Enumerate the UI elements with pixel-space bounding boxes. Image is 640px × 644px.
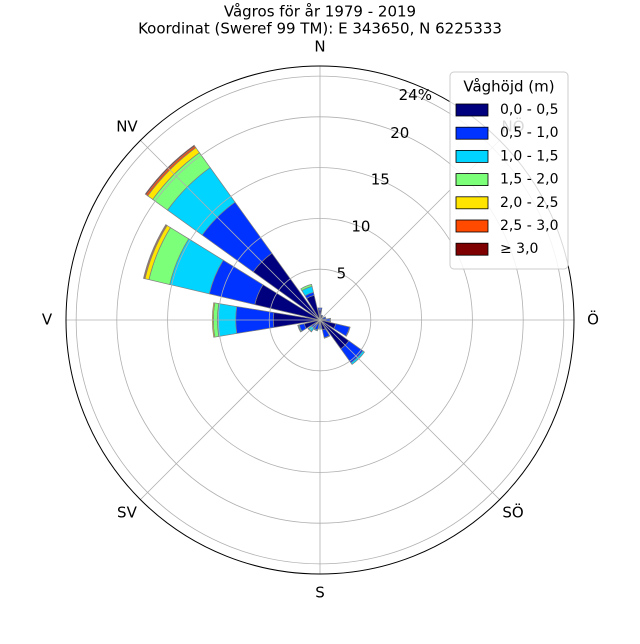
bar-segment-VNV-6 [143,224,167,279]
grid-spoke-5 [140,319,321,500]
bar-segment-NNV-3 [300,283,313,292]
direction-label-6: V [42,311,53,329]
bar-segment-NV-6 [144,144,196,196]
legend-label-3: 1,5 - 2,0 [500,172,558,188]
bar-segment-V-4 [212,302,216,338]
legend: Våghöjd (m) 0,0 - 0,5 0,5 - 1,0 1,0 - 1,5 1,… [449,71,569,270]
legend-swatch-3 [455,173,489,187]
legend-label-0: 0,0 - 0,5 [500,102,558,118]
radial-tick-0: 5 [337,265,347,283]
chart-title-line2: Koordinat (Sweref 99 TM): E 343650, N 62… [138,20,502,38]
direction-label-7: NV [116,117,138,135]
radial-tick-3: 20 [390,124,409,142]
polar-grid [65,65,575,575]
legend-swatch-0 [455,103,489,117]
radial-tick-4: 24% [399,86,432,104]
legend-label-4: 2,0 - 2,5 [500,195,558,211]
radial-tick-labels: 5 10 15 20 24% [337,86,432,282]
grid-spoke-7 [140,140,321,321]
legend-label-6: ≥ 3,0 [500,241,538,257]
direction-label-5: SV [117,504,138,522]
outer-ring [65,65,575,575]
legend-title: Våghöjd (m) [463,78,554,96]
legend-label-2: 1,0 - 1,5 [500,148,558,164]
legend-swatch-6 [455,242,489,256]
radial-tick-1: 10 [351,218,370,236]
bar-segment-ÖSÖ-2 [345,326,351,337]
bar-segment-VSV-3 [297,324,302,333]
legend-swatch-4 [455,196,489,210]
legend-swatch-2 [455,149,489,163]
grid-spoke-3 [319,319,500,500]
legend-label-1: 0,5 - 1,0 [500,125,558,141]
direction-label-3: SÖ [502,503,523,522]
radial-tick-2: 15 [371,171,390,189]
chart-title-line1: Vågros för år 1979 - 2019 [224,3,416,21]
legend-label-5: 2,5 - 3,0 [500,218,558,234]
bar-segment-SSV-2 [313,328,319,332]
direction-label-0: N [314,38,325,56]
direction-label-4: S [315,584,325,602]
legend-swatch-1 [455,126,489,140]
bar-segment-SSÖ-2 [323,335,331,339]
legend-swatch-5 [455,219,489,233]
direction-label-2: Ö [587,310,599,329]
